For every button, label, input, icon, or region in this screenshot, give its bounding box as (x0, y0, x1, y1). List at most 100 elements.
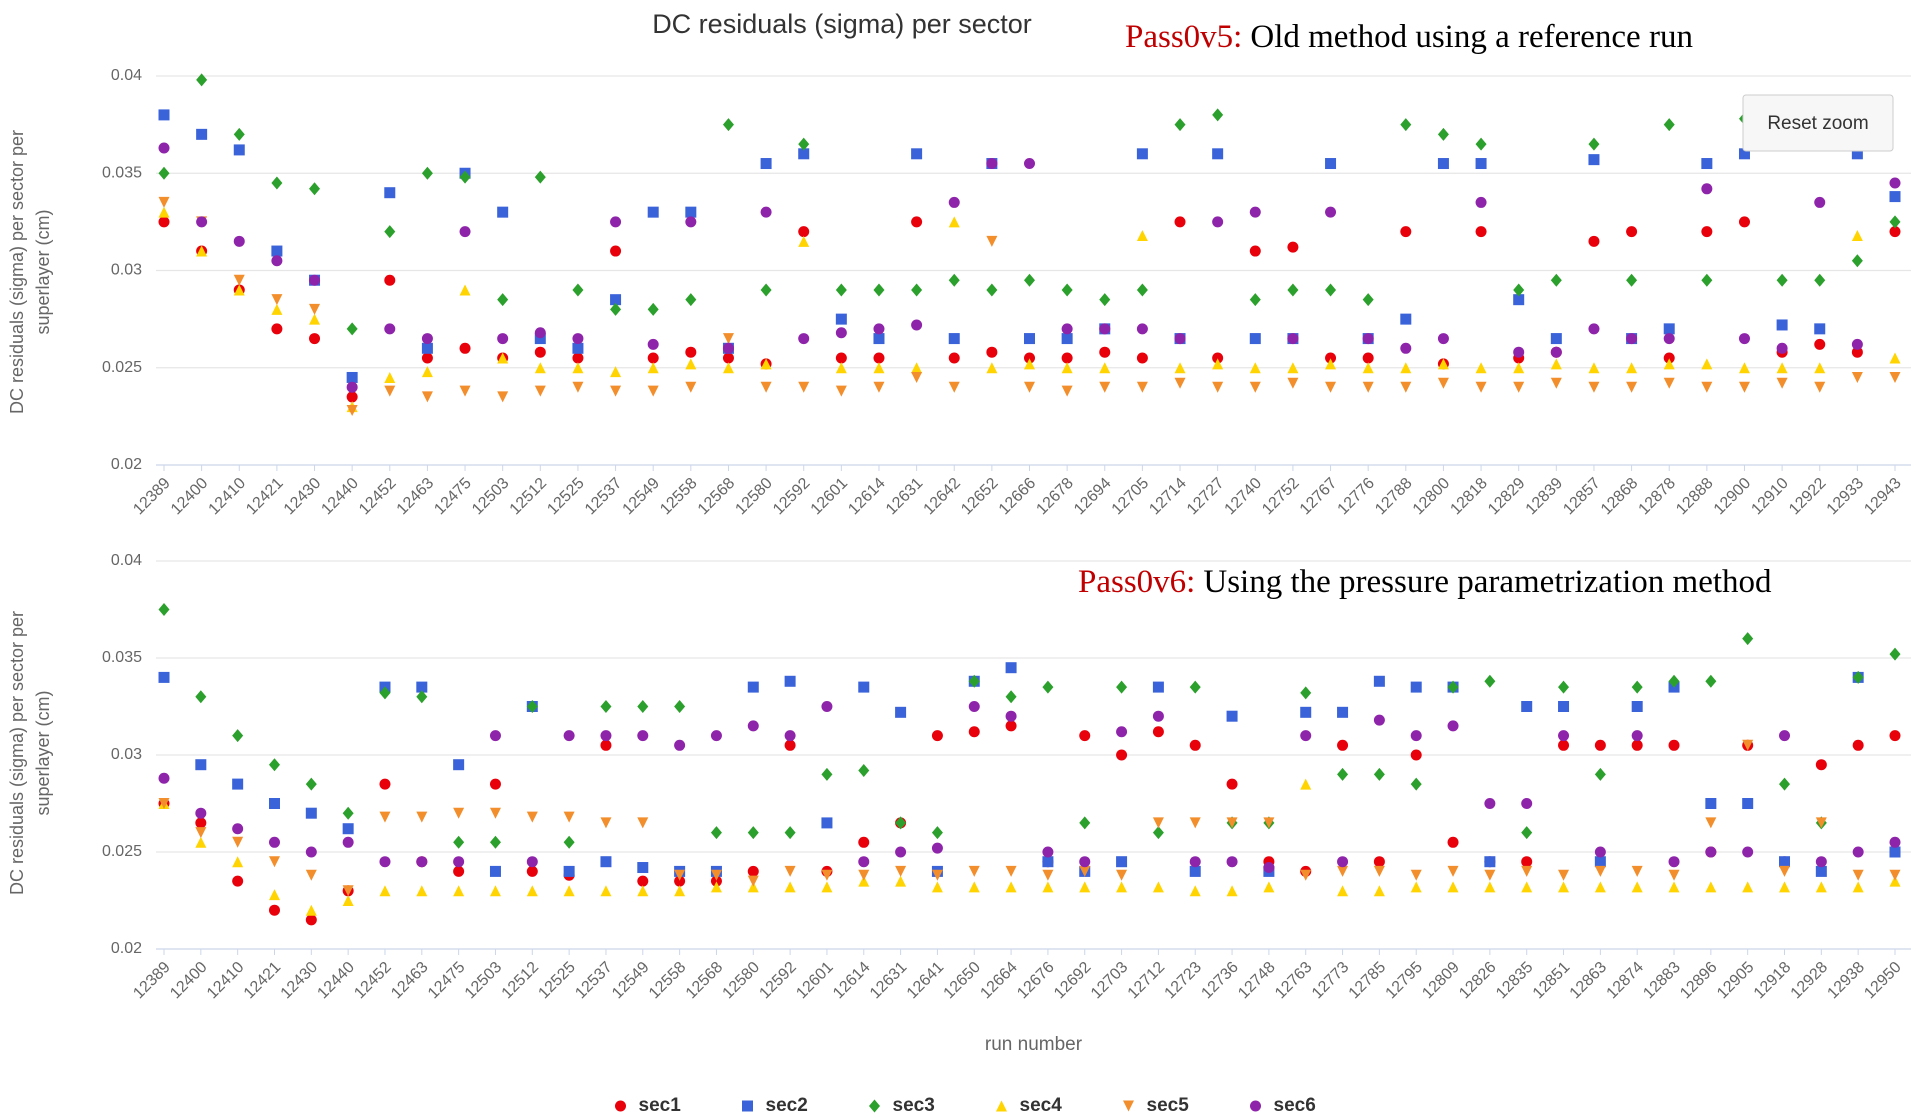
marker-triangle (1189, 885, 1201, 897)
marker-square (1851, 148, 1863, 160)
marker-circle (158, 216, 170, 228)
marker-diamond (1189, 680, 1201, 694)
marker-triangle-down (610, 385, 622, 397)
marker-circle (1226, 778, 1238, 790)
legend-item[interactable]: sec6 (1250, 1095, 1316, 1116)
marker-circle (195, 817, 207, 829)
marker-circle (309, 274, 321, 286)
marker-circle (1852, 846, 1864, 858)
y-tick-label: 0.035 (102, 649, 142, 666)
marker-circle (610, 245, 622, 257)
marker-diamond (637, 700, 649, 713)
marker-triangle-down (1005, 865, 1017, 877)
marker-circle (526, 865, 538, 877)
marker-triangle-down (685, 381, 697, 393)
marker-circle (497, 333, 509, 345)
marker-circle (931, 730, 943, 742)
marker-square (534, 333, 546, 345)
marker-triangle-down (1325, 381, 1337, 393)
marker-triangle (233, 284, 245, 296)
marker-triangle-down (232, 836, 244, 848)
x-tick-label: 12421 (241, 959, 285, 1003)
marker-circle (1410, 730, 1422, 742)
marker-circle (1889, 730, 1901, 742)
marker-triangle (722, 362, 734, 374)
x-tick-label: 12773 (1309, 959, 1353, 1003)
marker-diamond (835, 283, 847, 297)
marker-triangle (798, 235, 810, 247)
marker-diamond (647, 302, 659, 316)
marker-diamond (1475, 137, 1487, 151)
marker-circle (384, 274, 396, 286)
marker-circle (1337, 856, 1349, 868)
marker-triangle-down (497, 391, 509, 403)
marker-diamond (572, 283, 584, 297)
legend-label[interactable]: sec5 (1147, 1095, 1190, 1116)
button-label[interactable]: Reset zoom (1767, 113, 1868, 134)
marker-diamond (416, 690, 428, 704)
marker-triangle-down (1212, 381, 1224, 393)
marker-triangle-down (271, 294, 283, 306)
marker-triangle (1889, 352, 1901, 364)
marker-diamond (821, 767, 833, 781)
marker-square (873, 333, 885, 345)
marker-circle (1325, 352, 1337, 364)
marker-triangle (647, 362, 659, 374)
legend-item[interactable]: sec1 (615, 1095, 681, 1116)
marker-diamond (195, 690, 207, 704)
marker-circle (1263, 862, 1275, 874)
marker-circle (1663, 333, 1675, 345)
marker-circle (1287, 241, 1299, 253)
marker-square (835, 313, 847, 325)
marker-triangle-down (563, 811, 575, 823)
marker-triangle-down (1116, 869, 1128, 881)
marker-diamond (1776, 273, 1788, 287)
marker-circle (1400, 342, 1412, 354)
marker-circle (637, 730, 649, 742)
marker-triangle-down (1889, 869, 1901, 881)
marker-square (798, 148, 810, 160)
marker-diamond (1814, 273, 1826, 287)
marker-triangle (1362, 362, 1374, 374)
legend-item[interactable]: sec2 (742, 1095, 808, 1116)
x-tick-label: 12874 (1604, 959, 1648, 1003)
marker-triangle (600, 885, 612, 897)
marker-circle (1337, 739, 1349, 751)
marker-circle (271, 323, 283, 335)
marker-square (1249, 333, 1261, 345)
marker-circle (1475, 226, 1487, 238)
legend-label[interactable]: sec4 (1020, 1095, 1063, 1116)
marker-triangle-down (1079, 865, 1091, 877)
legend-item[interactable]: sec3 (869, 1095, 935, 1116)
x-tick-label: 12829 (1485, 475, 1529, 519)
marker-triangle-down (1042, 869, 1054, 881)
reset-zoom-button[interactable]: Reset zoom (1742, 94, 1894, 152)
marker-triangle (534, 362, 546, 374)
marker-triangle-down (1249, 381, 1261, 393)
marker-triangle (1300, 778, 1312, 790)
marker-triangle (1437, 358, 1449, 370)
legend-label[interactable]: sec1 (639, 1095, 682, 1116)
marker-circle (1588, 323, 1600, 335)
marker-triangle (610, 366, 622, 378)
x-tick-label: 12763 (1272, 959, 1316, 1003)
legend-item[interactable]: sec4 (996, 1095, 1062, 1116)
marker-triangle-down (1362, 381, 1374, 393)
x-tick-label: 12389 (130, 959, 174, 1003)
marker-diamond (1005, 690, 1017, 704)
marker-circle (1300, 730, 1312, 742)
legend-label[interactable]: sec6 (1274, 1095, 1316, 1116)
marker-triangle-down (1814, 381, 1826, 393)
marker-square (1776, 319, 1788, 331)
legend-item[interactable]: sec5 (1123, 1095, 1189, 1116)
marker-diamond (1410, 777, 1422, 791)
marker-square (346, 371, 358, 383)
marker-circle (534, 346, 546, 358)
x-tick-label: 12933 (1824, 475, 1868, 519)
button-box[interactable] (1742, 94, 1894, 152)
legend-label[interactable]: sec2 (766, 1095, 808, 1116)
marker-square (1300, 706, 1312, 718)
marker-circle (1136, 352, 1148, 364)
legend-label[interactable]: sec3 (893, 1095, 935, 1116)
marker-square (1738, 148, 1750, 160)
